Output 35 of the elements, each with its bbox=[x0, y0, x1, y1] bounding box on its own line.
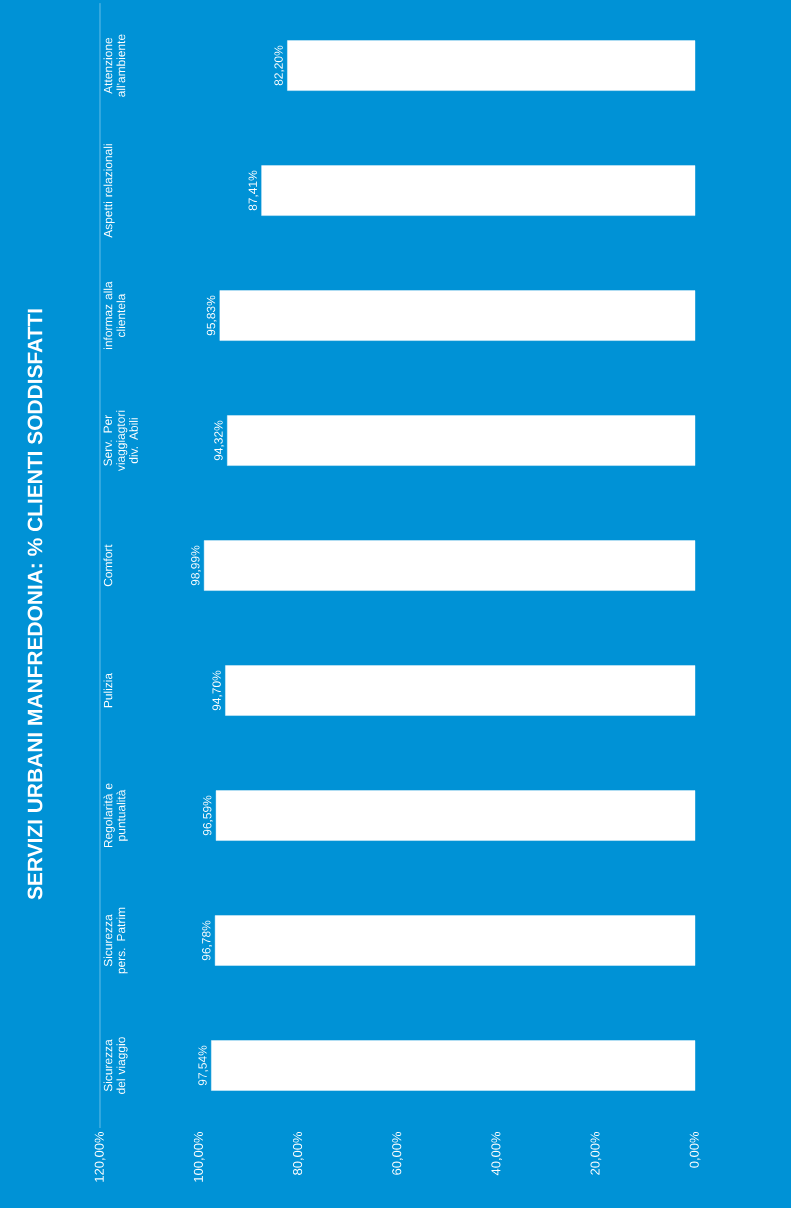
y-tick-label: Sicurezza del viaggio bbox=[103, 1037, 128, 1094]
bar bbox=[287, 40, 696, 91]
data-label: 96,59% bbox=[203, 795, 213, 836]
data-label: 98,99% bbox=[191, 545, 201, 586]
x-tick-label: 40,00% bbox=[491, 1131, 503, 1176]
bar bbox=[227, 415, 696, 466]
x-tick-label: 120,00% bbox=[94, 1132, 106, 1182]
x-tick-label: 20,00% bbox=[590, 1131, 602, 1175]
x-tick-label: 100,00% bbox=[193, 1132, 205, 1182]
y-tick-label: informaz alla clientela bbox=[103, 281, 126, 349]
data-label: 87,41% bbox=[248, 170, 259, 211]
y-tick-label: Comfort bbox=[103, 544, 113, 587]
data-label: 94,32% bbox=[214, 420, 225, 461]
bar bbox=[225, 665, 696, 716]
y-tick-label: Attenzione all'ambiente bbox=[103, 34, 126, 97]
data-label: 95,83% bbox=[206, 295, 217, 336]
y-tick-label: Regolarità e puntualità bbox=[103, 783, 128, 848]
bar bbox=[219, 290, 696, 341]
y-tick-label: Pulizia bbox=[103, 672, 113, 708]
bar bbox=[203, 540, 696, 591]
x-tick-label: 60,00% bbox=[392, 1131, 403, 1175]
y-tick-label: Sicurezza pers. Patrim bbox=[103, 907, 128, 974]
bar bbox=[261, 165, 696, 216]
data-label: 94,70% bbox=[212, 670, 223, 711]
data-label: 96,78% bbox=[202, 920, 212, 961]
data-label: 82,20% bbox=[274, 45, 285, 86]
bar bbox=[215, 790, 696, 841]
data-label: 97,54% bbox=[198, 1045, 209, 1086]
bar bbox=[211, 1040, 696, 1091]
x-tick-label: 80,00% bbox=[292, 1131, 304, 1175]
x-tick-label: 0,00% bbox=[689, 1131, 701, 1168]
bar bbox=[214, 915, 696, 966]
text: SERVIZI URBANI MANFREDONIA: % CLIENTI SODDISFATTI bbox=[27, 309, 43, 900]
y-tick-label: Aspetti relazionali bbox=[103, 144, 115, 238]
y-tick-label: Serv. Per viaggiagtori div. Abili bbox=[103, 410, 138, 472]
